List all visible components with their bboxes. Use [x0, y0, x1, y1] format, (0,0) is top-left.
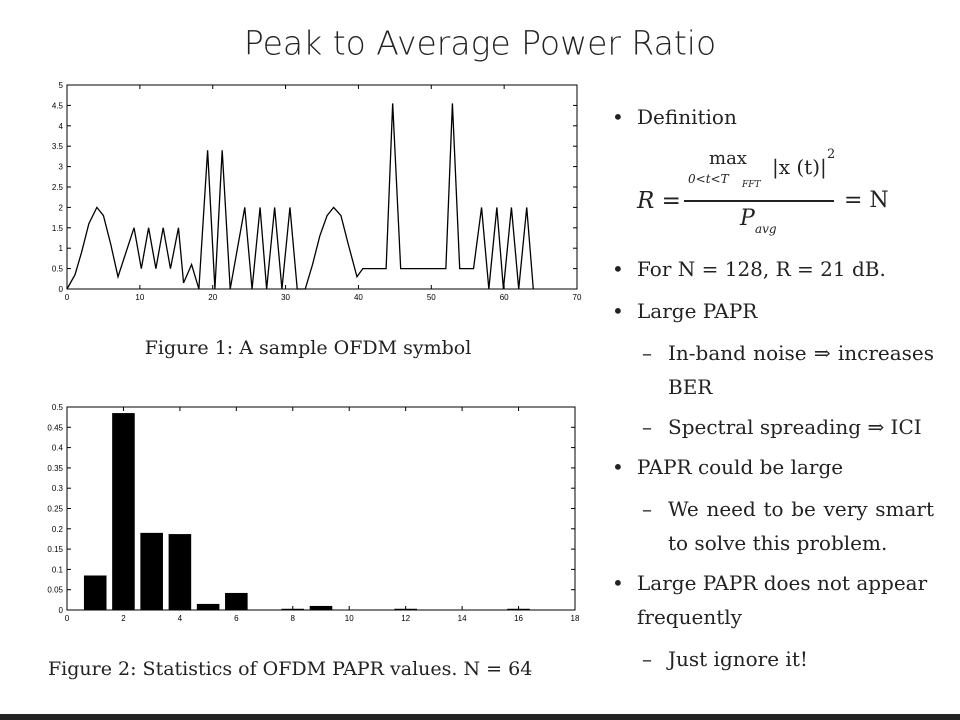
bottom-bar [0, 714, 960, 720]
y-tick-label: 0.25 [47, 505, 63, 514]
formula-range: 0<t<T [688, 172, 729, 186]
sub-bullet: Just ignore it! [612, 642, 934, 676]
y-tick-label: 0.5 [52, 265, 64, 274]
y-tick-label: 0.1 [52, 565, 64, 574]
x-tick-label: 18 [571, 614, 580, 623]
bar [394, 608, 417, 610]
y-tick-label: 0.45 [47, 423, 63, 432]
bullet: Definition [612, 100, 934, 134]
bar [140, 532, 163, 610]
x-tick-label: 16 [514, 614, 523, 623]
sub-bullet: In-band noise ⇒ increases BER [612, 336, 934, 404]
y-tick-label: 0.4 [52, 444, 64, 453]
sub-bullet: We need to be very smart to solve this p… [612, 492, 934, 560]
y-tick-label: 0.5 [52, 403, 64, 412]
x-tick-label: 2 [121, 614, 126, 623]
y-tick-label: 0.3 [52, 484, 64, 493]
y-tick-label: 0 [59, 285, 64, 294]
bar [281, 608, 305, 610]
bar [507, 608, 530, 610]
x-tick-label: 0 [65, 293, 70, 302]
figure-caption: Figure 2: Statistics of OFDM PAPR values… [48, 658, 532, 680]
x-tick-label: 4 [178, 614, 183, 623]
slide-title: Peak to Average Power Ratio [244, 24, 716, 63]
x-tick-label: 50 [427, 293, 436, 302]
figure-caption: Figure 1: A sample OFDM symbol [145, 337, 472, 359]
formula-lhs: R = [637, 188, 681, 214]
y-tick-label: 2 [59, 203, 64, 212]
bullet: For N = 128, R = 21 dB. [612, 252, 934, 286]
fraction-bar [684, 200, 834, 202]
y-tick-label: 1 [59, 244, 64, 253]
bar [225, 592, 248, 610]
y-tick-label: 1.5 [52, 224, 64, 233]
y-tick-label: 4 [59, 122, 64, 131]
bar [196, 603, 220, 610]
x-tick-label: 70 [573, 293, 582, 302]
y-tick-label: 0.15 [47, 545, 63, 554]
signal-line [66, 103, 534, 290]
x-tick-label: 12 [401, 614, 410, 623]
bar [168, 534, 192, 610]
x-tick-label: 8 [291, 614, 296, 623]
y-tick-label: 0.05 [47, 586, 63, 595]
bullet-column: Definition R = max 0<t<T FFT |x (t)| 2 P… [612, 100, 934, 682]
formula-max: max [709, 148, 747, 169]
y-tick-label: 4.5 [52, 101, 64, 110]
x-tick-label: 0 [65, 614, 70, 623]
formula: R = max 0<t<T FFT |x (t)| 2 P avg = N [612, 142, 934, 252]
x-tick-label: 6 [234, 614, 239, 623]
x-tick-label: 20 [208, 293, 217, 302]
x-tick-label: 10 [135, 293, 144, 302]
formula-denom-sub: avg [755, 222, 777, 236]
formula-range-sub: FFT [742, 180, 761, 190]
bar [83, 575, 107, 610]
y-tick-label: 2.5 [52, 183, 64, 192]
formula-rhs: = N [844, 188, 889, 213]
x-tick-label: 60 [500, 293, 509, 302]
y-tick-label: 0.35 [47, 464, 63, 473]
x-tick-label: 14 [458, 614, 467, 623]
y-tick-label: 0 [59, 606, 64, 615]
sub-bullet: Spectral spreading ⇒ ICI [612, 410, 934, 444]
bullet: Large PAPR [612, 294, 934, 328]
formula-power: 2 [827, 147, 836, 162]
x-tick-label: 40 [354, 293, 363, 302]
x-tick-label: 10 [345, 614, 354, 623]
bullet: PAPR could be large [612, 450, 934, 484]
y-tick-label: 3.5 [52, 142, 64, 151]
y-tick-label: 5 [59, 81, 64, 90]
y-tick-label: 3 [59, 163, 64, 172]
formula-abs: |x (t)| [772, 155, 827, 179]
bullet: Large PAPR does not appear frequently [612, 566, 934, 634]
formula-denom: P [740, 206, 755, 231]
x-tick-label: 30 [281, 293, 290, 302]
bar [112, 413, 135, 610]
y-tick-label: 0.2 [52, 525, 64, 534]
bar [309, 605, 333, 610]
